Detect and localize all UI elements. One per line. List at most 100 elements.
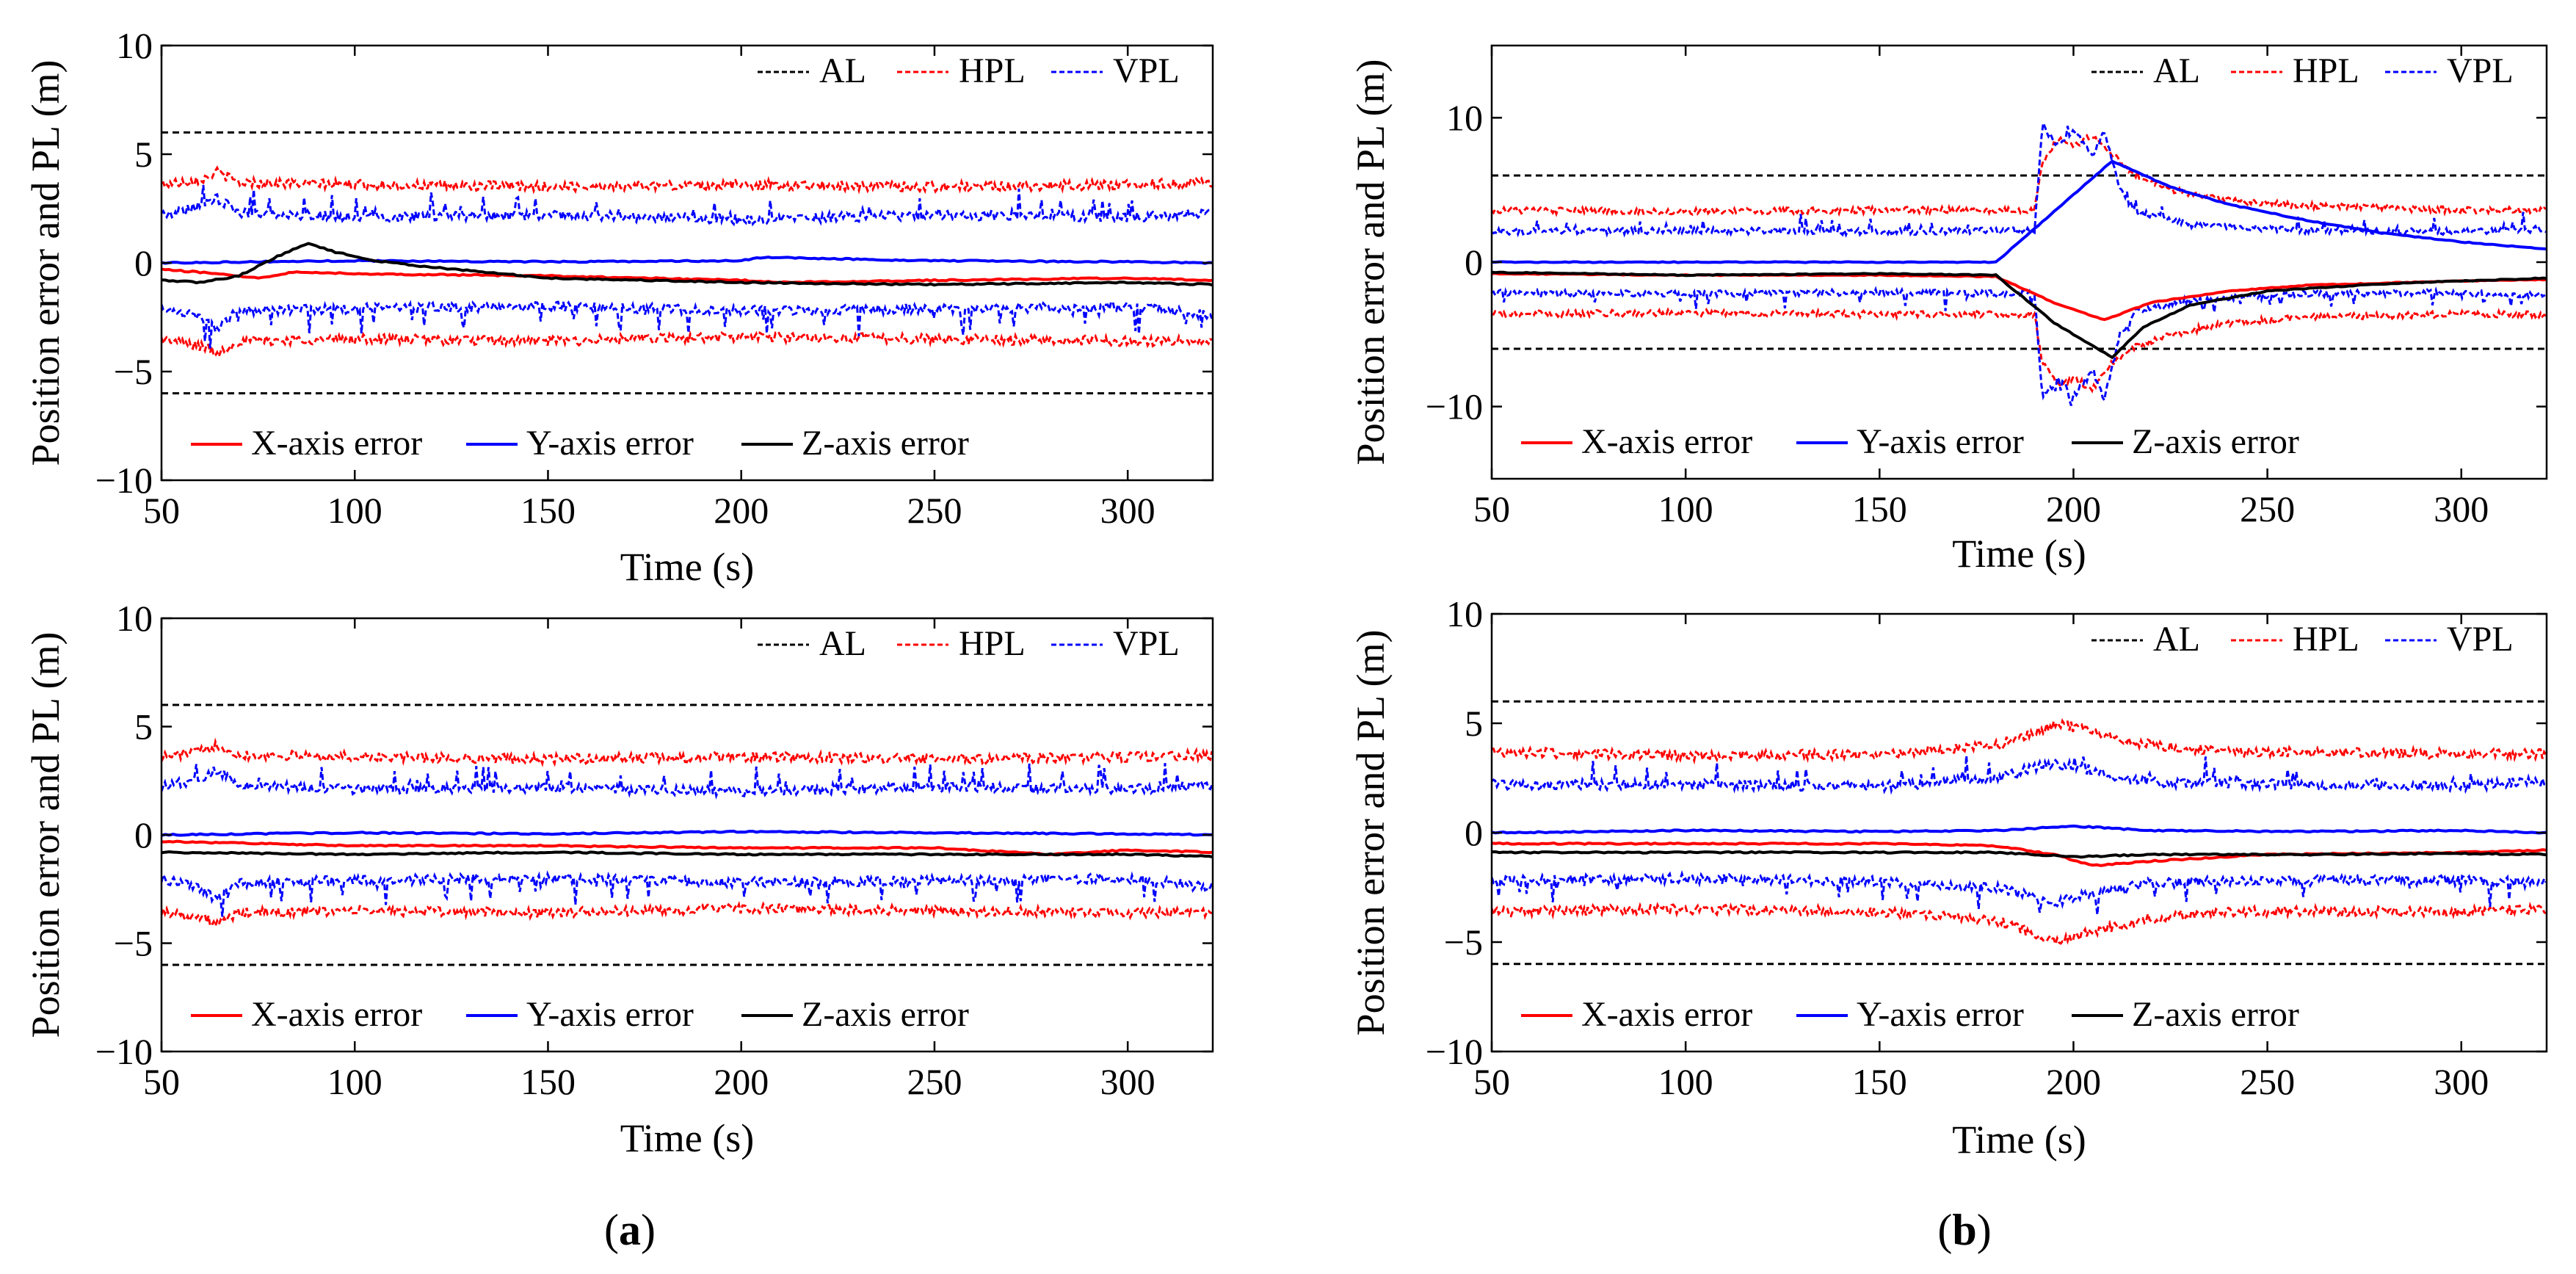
plot-area xyxy=(1492,700,2547,966)
y-tick-label: 10 xyxy=(1446,97,1483,138)
x-axis-label: Time (s) xyxy=(1952,1118,2086,1162)
series-line-z-axis-error xyxy=(1492,270,2547,360)
x-tick-label: 50 xyxy=(1473,488,1510,529)
y-tick-label: 0 xyxy=(1465,242,1483,283)
series-line-vpl xyxy=(162,870,1213,917)
x-tick-label: 100 xyxy=(327,1061,382,1102)
panel-label-b-letter: b xyxy=(1952,1206,1976,1254)
y-tick-label: −10 xyxy=(95,1031,153,1072)
series-line-hpl xyxy=(162,900,1213,930)
panel-label-b: (b) xyxy=(1937,1206,1991,1254)
legend-label-z-axis-error: Z-axis error xyxy=(2132,995,2299,1034)
legend-label-y-axis-error: Y-axis error xyxy=(526,424,694,463)
legend-label-vpl: VPL xyxy=(2447,620,2514,659)
x-tick-label: 300 xyxy=(2434,1061,2489,1102)
chart-b-bottom: 50 100 150 200 250 300 −10 −5 0 5 10 Time (s) Positi… xyxy=(1349,593,2548,1162)
series-line-vpl xyxy=(1492,119,2547,238)
x-tick-label: 150 xyxy=(1852,488,1907,529)
series-line-hpl xyxy=(1492,307,2547,394)
legend-label-hpl: HPL xyxy=(2293,51,2359,90)
chart-b-top: 50 100 150 200 250 300 −10 0 10 Time (s) Position … xyxy=(1349,44,2548,576)
y-tick-label: 0 xyxy=(134,814,153,855)
plot-area xyxy=(1492,119,2547,406)
x-tick-label: 250 xyxy=(2240,488,2295,529)
series-line-hpl xyxy=(1492,134,2547,217)
legend-label-z-axis-error: Z-axis error xyxy=(2132,422,2299,461)
y-axis-label: Position error and PL (m) xyxy=(1349,59,1393,466)
legend-label-x-axis-error: X-axis error xyxy=(251,424,422,463)
series-line-z-axis-error xyxy=(162,242,1213,287)
legend-label-x-axis-error: X-axis error xyxy=(1581,422,1752,461)
panel-label-a-open: ( xyxy=(604,1206,619,1254)
x-tick-label: 100 xyxy=(1658,488,1713,529)
series-line-y-axis-error xyxy=(162,256,1213,265)
legend-label-hpl: HPL xyxy=(959,624,1026,663)
legend-label-vpl: VPL xyxy=(1113,624,1180,663)
panel-label-b-open: ( xyxy=(1937,1206,1952,1254)
chart-a-top: 50 100 150 200 250 300 −10 −5 0 5 10 Time (s) Positi… xyxy=(23,25,1214,589)
series-line-vpl xyxy=(1492,755,2547,795)
series-line-y-axis-error xyxy=(162,829,1213,837)
series-line-hpl xyxy=(1492,901,2547,948)
y-tick-label: 5 xyxy=(1465,703,1483,744)
x-axis-label: Time (s) xyxy=(1952,532,2086,576)
y-tick-label: 5 xyxy=(134,134,153,175)
legend-label-vpl: VPL xyxy=(2447,51,2514,90)
series-line-hpl xyxy=(1492,717,2547,765)
x-tick-label: 250 xyxy=(907,1061,962,1102)
legend-label-al: AL xyxy=(2153,620,2200,659)
y-tick-label: −5 xyxy=(114,923,153,964)
series-line-hpl xyxy=(162,737,1213,767)
legend-label-vpl: VPL xyxy=(1113,51,1180,90)
y-tick-label: 10 xyxy=(1446,593,1483,634)
y-axis-label: Position error and PL (m) xyxy=(23,632,68,1038)
x-tick-label: 200 xyxy=(2046,1061,2101,1102)
y-axis-label: Position error and PL (m) xyxy=(23,60,68,466)
legend-label-al: AL xyxy=(819,51,866,90)
y-tick-label: −5 xyxy=(114,351,153,392)
legend-label-al: AL xyxy=(819,624,866,663)
x-tick-label: 150 xyxy=(520,490,576,531)
x-axis-label: Time (s) xyxy=(620,1116,755,1160)
y-axis-label: Position error and PL (m) xyxy=(1349,630,1393,1036)
plot-area xyxy=(162,703,1213,966)
legend-label-y-axis-error: Y-axis error xyxy=(1857,422,2024,461)
legend-label-x-axis-error: X-axis error xyxy=(251,995,422,1034)
series-line-z-axis-error xyxy=(162,850,1213,859)
x-tick-label: 200 xyxy=(2046,488,2101,529)
y-tick-label: 10 xyxy=(116,598,153,639)
plot-frame xyxy=(160,617,1214,1053)
legend-label-z-axis-error: Z-axis error xyxy=(802,424,969,463)
series-line-vpl xyxy=(162,184,1213,229)
legend-label-y-axis-error: Y-axis error xyxy=(526,995,694,1034)
y-tick-label: 0 xyxy=(134,242,153,283)
series-line-vpl xyxy=(1492,286,2547,406)
x-axis-label: Time (s) xyxy=(620,545,755,589)
series-line-y-axis-error xyxy=(1492,159,2547,264)
x-tick-label: 150 xyxy=(1852,1061,1907,1102)
x-tick-label: 200 xyxy=(714,1061,769,1102)
legend-label-al: AL xyxy=(2153,51,2200,90)
series-line-y-axis-error xyxy=(1492,824,2547,835)
x-tick-label: 100 xyxy=(327,490,382,531)
x-tick-label: 250 xyxy=(2240,1061,2295,1102)
chart-a-bottom: 50 100 150 200 250 300 −10 −5 0 5 10 Time (s) Positi… xyxy=(23,598,1214,1160)
y-tick-label: 5 xyxy=(134,706,153,748)
x-tick-label: 250 xyxy=(907,490,962,531)
panel-label-a-letter: a xyxy=(619,1206,641,1254)
x-tick-label: 300 xyxy=(1100,1061,1155,1102)
series-line-hpl xyxy=(162,330,1213,360)
series-line-hpl xyxy=(162,165,1213,195)
y-tick-label: −10 xyxy=(1426,386,1483,427)
series-line-x-axis-error xyxy=(162,267,1213,285)
legend-label-z-axis-error: Z-axis error xyxy=(802,995,969,1034)
series-line-z-axis-error xyxy=(1492,850,2547,859)
legend-label-y-axis-error: Y-axis error xyxy=(1857,995,2024,1034)
legend-label-hpl: HPL xyxy=(2293,620,2359,659)
legend-label-x-axis-error: X-axis error xyxy=(1581,995,1752,1034)
x-tick-label: 300 xyxy=(2434,488,2489,529)
plot-area xyxy=(162,131,1213,395)
panel-label-a-close: ) xyxy=(641,1206,656,1254)
y-tick-label: −5 xyxy=(1444,922,1483,963)
